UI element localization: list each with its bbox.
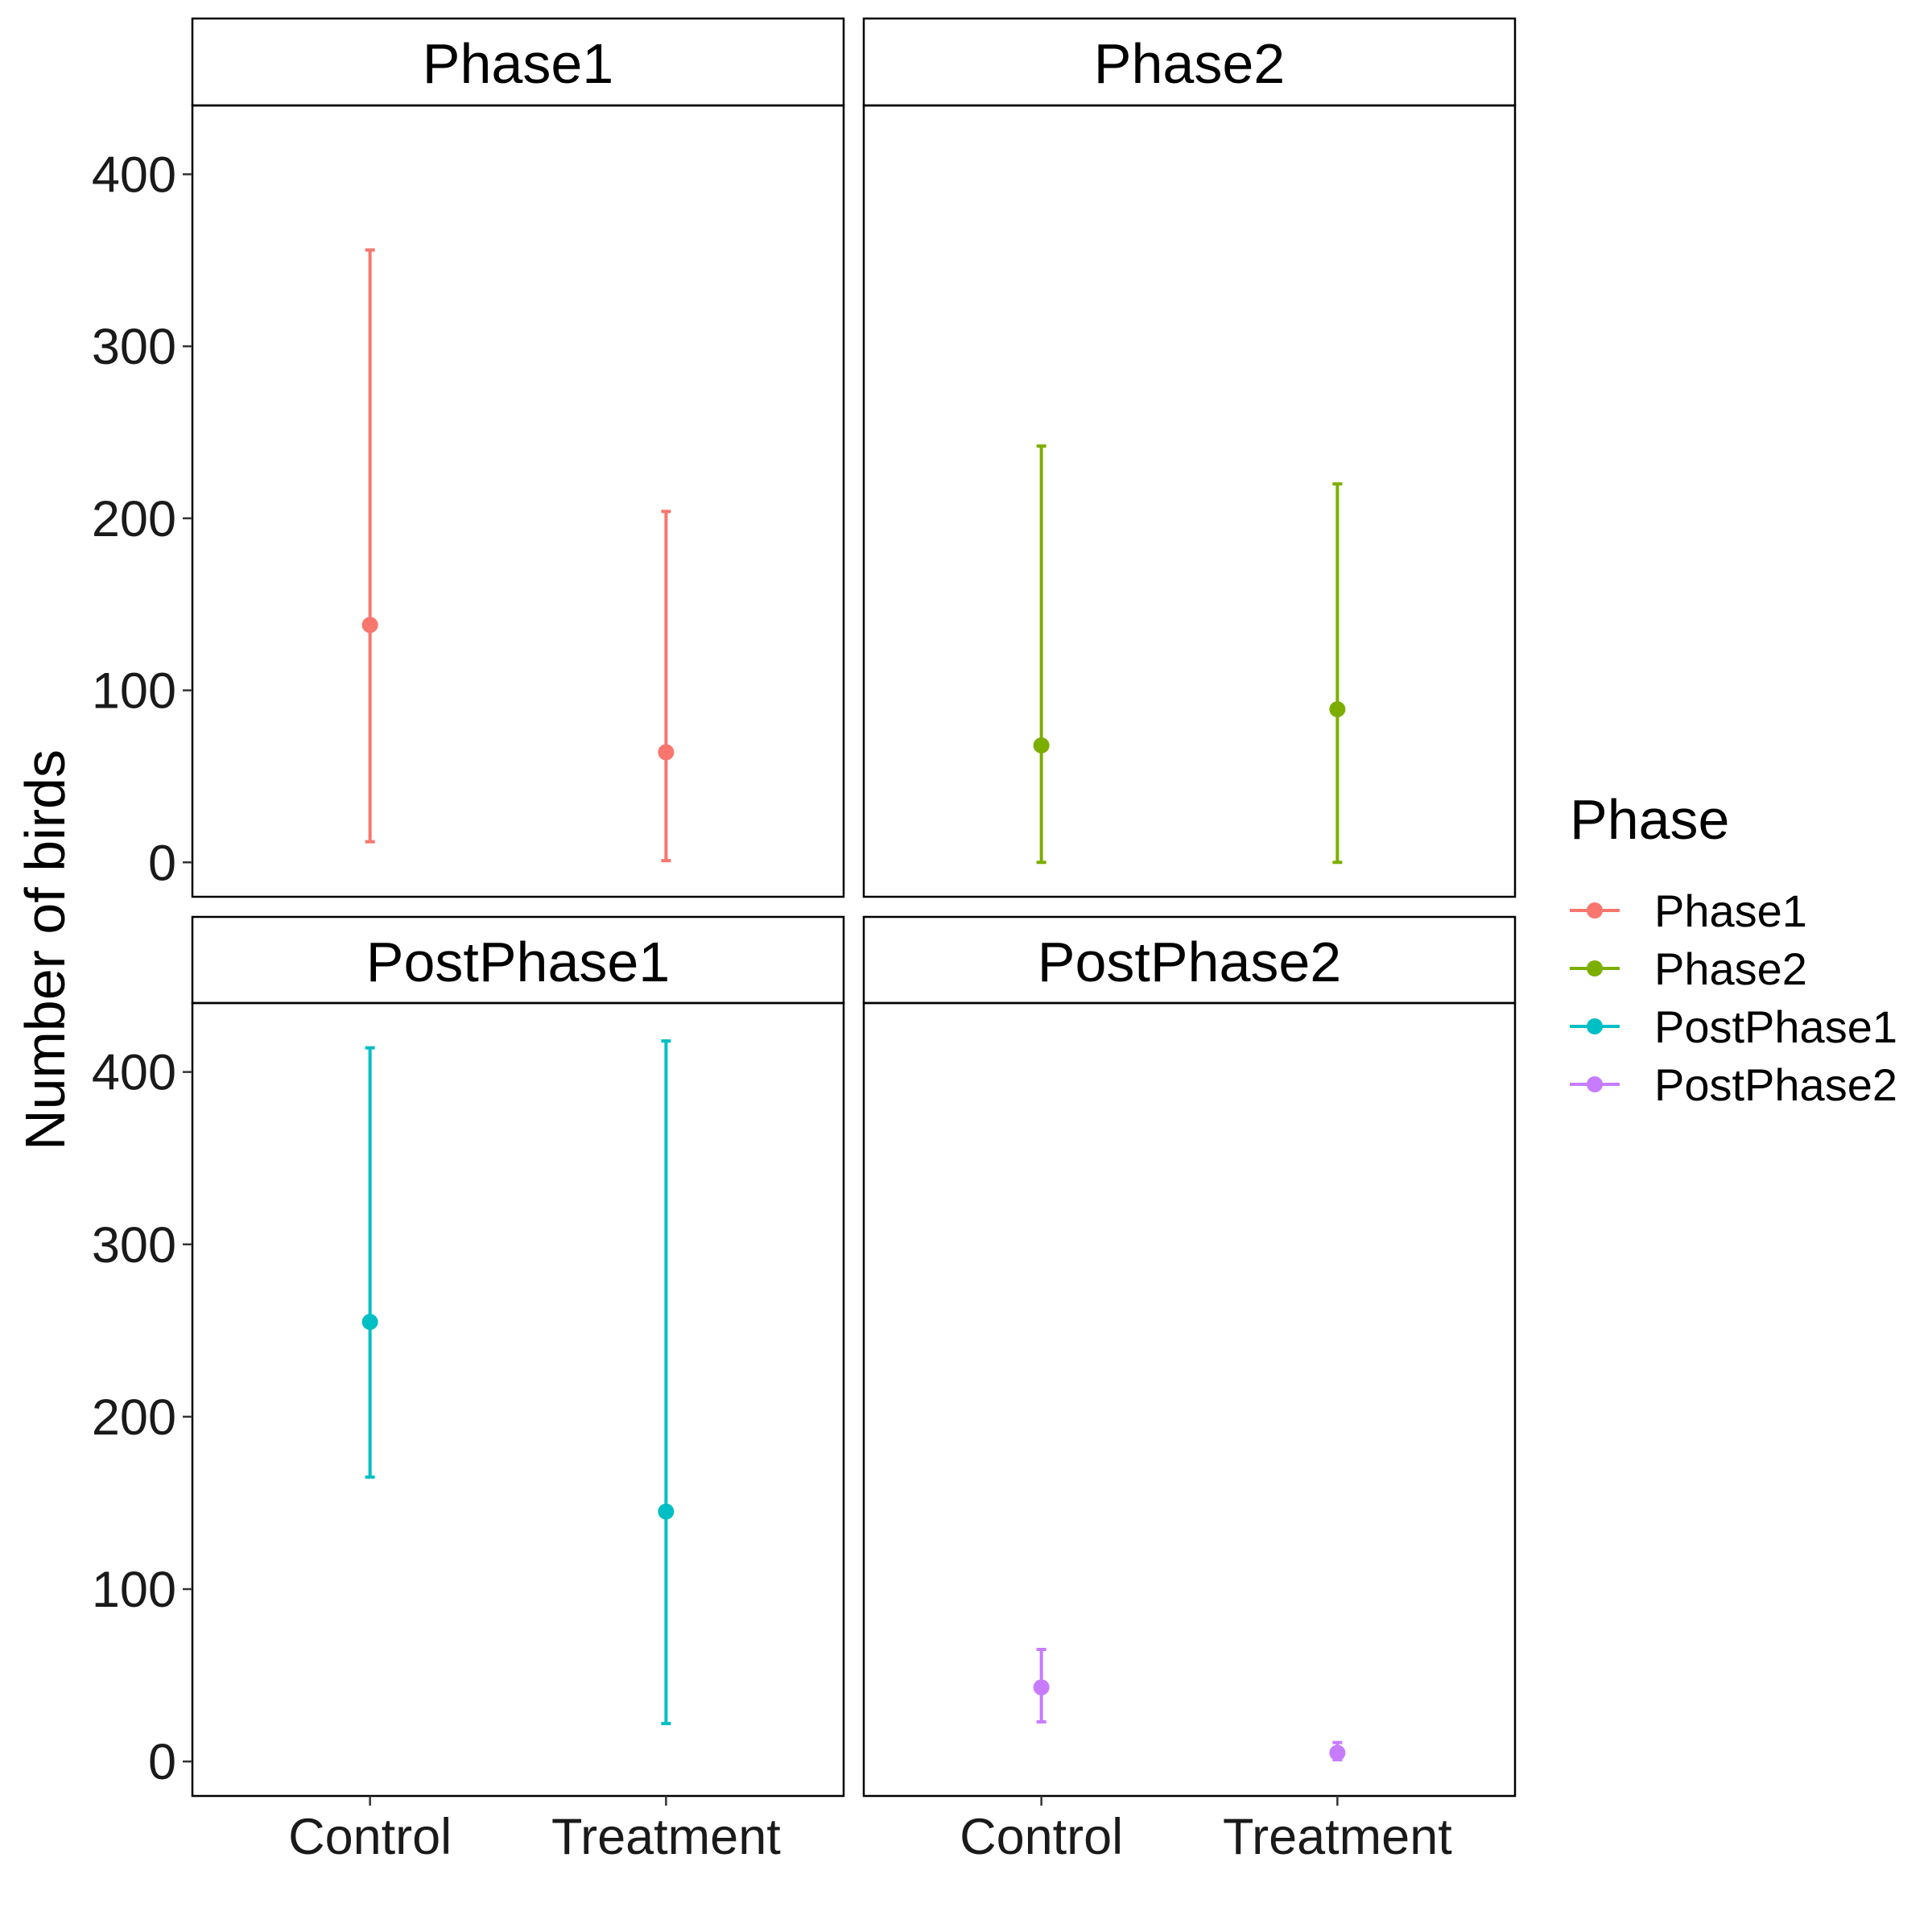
x-tick-label: Control (960, 1809, 1123, 1865)
data-point-phase1-control (361, 248, 378, 844)
facet-strip (191, 17, 845, 107)
mean-point (1329, 701, 1346, 718)
y-tick-label: 200 (92, 491, 176, 547)
legend-label: Phase2 (1654, 943, 1807, 994)
legend-item-phase2: Phase2 (1570, 943, 1807, 994)
data-point-postphase2-treatment (1329, 1740, 1346, 1762)
facet-strip-label: PostPhase2 (1038, 931, 1341, 993)
facet-panel-postphase1: PostPhase1 0 100 200 300 400 Control Treatment (92, 915, 845, 1865)
facet-strip-label: PostPhase1 (366, 931, 670, 993)
panel-border (191, 1001, 845, 1798)
x-tick-label: Treatment (551, 1809, 781, 1865)
x-tick-label: Control (288, 1809, 452, 1865)
facet-strip-label: Phase1 (423, 32, 613, 95)
mean-point (361, 617, 378, 634)
y-tick-label: 300 (92, 1217, 176, 1274)
legend-key-point (1587, 960, 1603, 976)
mean-point (1033, 737, 1050, 753)
y-tick-label: 100 (92, 663, 176, 720)
y-tick-label: 100 (92, 1562, 176, 1618)
facet-strip-label: Phase2 (1094, 32, 1285, 95)
mean-point (1033, 1679, 1050, 1696)
legend-title: Phase (1570, 788, 1729, 851)
data-point-postphase1-treatment (658, 1039, 675, 1726)
y-tick-label: 300 (92, 319, 176, 375)
x-tick-label: Treatment (1223, 1809, 1452, 1865)
legend-key-point (1587, 902, 1603, 919)
y-tick-label: 0 (148, 1734, 176, 1790)
data-point-phase1-treatment (658, 510, 675, 863)
facet-panel-phase1: Phase1 0 100 200 300 400 (92, 17, 845, 898)
facet-strip (862, 915, 1517, 1005)
data-point-postphase1-control (361, 1046, 378, 1479)
y-axis-title: Number of birds (14, 749, 76, 1150)
mean-point (658, 1503, 675, 1520)
panel-border (862, 1001, 1517, 1798)
y-tick-label: 0 (148, 835, 176, 891)
facet-strip (191, 915, 845, 1005)
legend-label: Phase1 (1654, 886, 1807, 936)
data-point-postphase2-control (1033, 1647, 1050, 1724)
data-point-phase2-control (1033, 444, 1050, 865)
data-point-phase2-treatment (1329, 482, 1346, 865)
legend-key-point (1587, 1076, 1603, 1092)
mean-point (658, 744, 675, 761)
legend-item-postphase2: PostPhase2 (1570, 1059, 1897, 1110)
facet-strip (862, 17, 1517, 107)
y-tick-label: 200 (92, 1389, 176, 1446)
panel-border (862, 104, 1517, 898)
facet-panel-postphase2: PostPhase2 Control Treatment (862, 915, 1517, 1865)
legend-label: PostPhase2 (1654, 1059, 1897, 1110)
legend-label: PostPhase1 (1654, 1001, 1897, 1052)
y-tick-label: 400 (92, 147, 176, 203)
mean-point (1329, 1744, 1346, 1761)
legend-item-phase1: Phase1 (1570, 886, 1807, 936)
mean-point (361, 1314, 378, 1331)
y-tick-label: 400 (92, 1045, 176, 1101)
panel-border (191, 104, 845, 898)
legend-key-point (1587, 1018, 1603, 1034)
facet-panel-phase2: Phase2 (862, 17, 1517, 898)
legend-item-postphase1: PostPhase1 (1570, 1001, 1897, 1052)
